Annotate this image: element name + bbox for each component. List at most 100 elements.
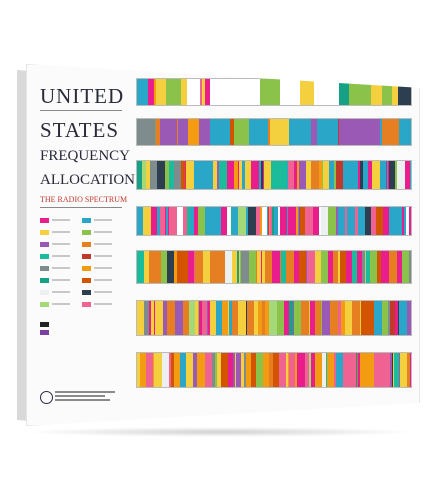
allocation-segment <box>380 119 382 145</box>
allocation-segment <box>371 79 382 105</box>
legend-label-line <box>52 255 70 257</box>
legend-label-line <box>94 291 112 293</box>
allocation-segment <box>242 161 245 189</box>
allocation-segment <box>319 207 321 235</box>
allocation-segment <box>174 251 177 283</box>
allocation-segment <box>409 207 411 235</box>
title-states: STATES <box>40 118 119 142</box>
legend-swatch <box>82 242 91 247</box>
allocation-segment <box>137 119 154 145</box>
legend-swatch <box>40 266 49 271</box>
legend-swatch <box>40 254 49 259</box>
allocation-segment <box>180 353 186 387</box>
allocation-segment <box>347 207 355 235</box>
allocation-segment <box>389 119 399 145</box>
legend-label-line <box>52 219 70 221</box>
allocation-segment <box>343 353 350 387</box>
allocation-segment <box>238 161 239 189</box>
allocation-segment <box>311 119 317 145</box>
allocation-segment <box>321 207 328 235</box>
allocation-segment <box>297 353 305 387</box>
allocation-segment <box>339 119 356 145</box>
legend-swatch <box>40 278 49 283</box>
allocation-segment <box>397 161 405 189</box>
spectrum-band <box>136 78 412 106</box>
allocation-segment <box>153 353 154 387</box>
allocation-segment <box>358 161 360 189</box>
allocation-segment <box>310 301 315 335</box>
allocation-segment <box>404 79 411 105</box>
allocation-segment <box>309 353 311 387</box>
allocation-segment <box>371 207 376 235</box>
allocation-segment <box>160 119 177 145</box>
allocation-segment <box>183 301 189 335</box>
allocation-segment <box>349 79 371 105</box>
allocation-segment <box>305 207 313 235</box>
allocation-segment <box>138 161 142 189</box>
allocation-segment <box>188 119 199 145</box>
allocation-segment <box>225 79 247 105</box>
allocation-segment <box>301 301 309 335</box>
allocation-segment <box>161 251 167 283</box>
allocation-segment <box>230 119 234 145</box>
allocation-segment <box>195 301 198 335</box>
allocation-segment <box>144 251 149 283</box>
spectrum-band <box>136 352 412 388</box>
allocation-segment <box>329 79 339 105</box>
allocation-segment <box>241 353 242 387</box>
allocation-segment <box>184 251 188 283</box>
allocation-segment <box>268 207 269 235</box>
allocation-segment <box>198 207 205 235</box>
allocation-segment <box>297 161 299 189</box>
allocation-segment <box>190 207 194 235</box>
allocation-segment <box>232 251 236 283</box>
allocation-segment <box>366 251 370 283</box>
allocation-segment <box>409 251 411 283</box>
allocation-segment <box>137 251 144 283</box>
subtitle-rule <box>40 207 122 208</box>
allocation-segment <box>287 207 288 235</box>
allocation-segment <box>157 251 161 283</box>
allocation-segment <box>265 251 272 283</box>
title-frequency: FREQUENCY <box>40 148 131 164</box>
allocation-segment <box>336 207 338 235</box>
allocation-segment <box>188 251 194 283</box>
legend-swatch <box>40 330 49 335</box>
allocation-segment <box>352 301 360 335</box>
allocation-segment <box>399 119 411 145</box>
allocation-segment <box>215 353 217 387</box>
allocation-segment <box>333 251 338 283</box>
allocation-segment <box>299 207 300 235</box>
allocation-segment <box>334 161 336 189</box>
allocation-segment <box>194 207 198 235</box>
allocation-segment <box>218 251 225 283</box>
allocation-segment <box>178 119 188 145</box>
allocation-segment <box>169 161 174 189</box>
allocation-segment <box>280 251 281 283</box>
allocation-segment <box>236 353 241 387</box>
allocation-segment <box>259 161 261 189</box>
allocation-segment <box>210 119 230 145</box>
allocation-segment <box>360 301 361 335</box>
allocation-segment <box>231 207 232 235</box>
allocation-segment <box>251 353 256 387</box>
allocation-segment <box>202 79 205 105</box>
allocation-segment <box>270 119 289 145</box>
legend-label-line <box>52 231 70 233</box>
allocation-segment <box>357 251 362 283</box>
allocation-segment <box>288 207 296 235</box>
allocation-segment <box>389 251 397 283</box>
allocation-segment <box>365 207 371 235</box>
legend-swatch <box>82 266 91 271</box>
allocation-segment <box>197 353 205 387</box>
allocation-segment <box>299 251 306 283</box>
allocation-segment <box>352 251 357 283</box>
allocation-segment <box>358 207 365 235</box>
allocation-segment <box>407 301 411 335</box>
allocation-segment <box>169 207 173 235</box>
spectrum-band <box>136 160 412 190</box>
allocation-segment <box>157 207 159 235</box>
allocation-segment <box>336 353 343 387</box>
allocation-segment <box>267 161 271 189</box>
allocation-segment <box>336 161 343 189</box>
